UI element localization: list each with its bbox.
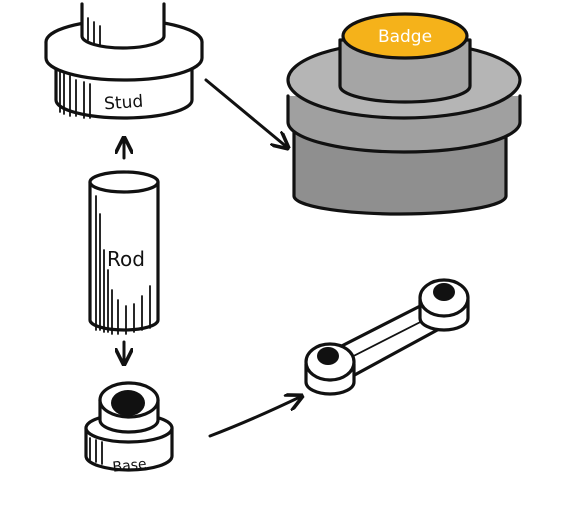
arrows	[124, 78, 302, 438]
assembly-part: Badge	[286, 12, 522, 216]
badge-label: Badge	[378, 27, 432, 47]
arrow-base-to-connector	[208, 396, 302, 438]
rod-label: Rod	[107, 247, 145, 271]
connector-part	[304, 278, 470, 396]
arrow-stud-to-assembly	[204, 78, 288, 148]
stud-label: Stud	[103, 92, 143, 115]
stud-part: Stud	[44, 2, 204, 120]
badge-top	[341, 12, 469, 60]
rod-part: Rod	[88, 170, 160, 335]
base-part: Base	[84, 381, 174, 476]
base-label: Base	[112, 456, 148, 475]
